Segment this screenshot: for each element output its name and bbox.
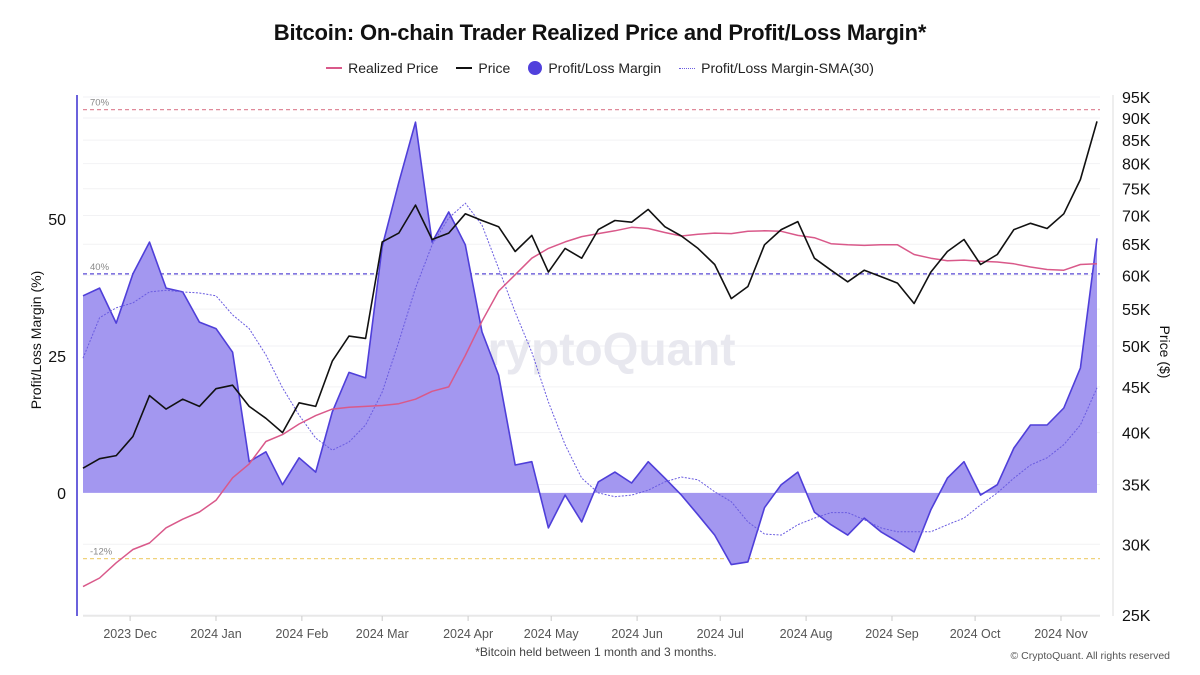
x-tick-label: 2024 Feb <box>275 627 328 641</box>
x-tick-label: 2024 Sep <box>865 627 919 641</box>
legend-label: Profit/Loss Margin-SMA(30) <box>701 60 874 76</box>
x-tick-label: 2024 Oct <box>950 627 1001 641</box>
right-tick-label: 45K <box>1122 380 1151 397</box>
right-tick-label: 55K <box>1122 302 1151 319</box>
price-line <box>82 121 1098 469</box>
x-tick-label: 2023 Dec <box>103 627 157 641</box>
right-tick-label: 40K <box>1122 426 1151 443</box>
right-tick-label: 50K <box>1122 339 1151 356</box>
right-tick-label: 80K <box>1122 157 1151 174</box>
legend-label: Profit/Loss Margin <box>548 60 662 76</box>
left-tick-label: 50 <box>48 212 66 229</box>
legend-item-profit-loss-margin[interactable]: Profit/Loss Margin <box>528 60 661 76</box>
x-tick-label: 2024 May <box>524 627 580 641</box>
right-tick-label: 60K <box>1122 268 1151 285</box>
legend-item-realized-price[interactable]: Realized Price <box>326 60 438 76</box>
x-tick-label: 2024 Jun <box>611 627 662 641</box>
right-tick-label: 65K <box>1122 237 1151 254</box>
realized-price-line <box>82 226 1098 588</box>
right-tick-label: 75K <box>1122 182 1151 199</box>
legend-item-margin-sma[interactable]: Profit/Loss Margin-SMA(30) <box>679 60 874 76</box>
legend: Realized Price Price Profit/Loss Margin … <box>0 60 1200 76</box>
legend-item-price[interactable]: Price <box>456 60 510 76</box>
right-tick-label: 95K <box>1122 90 1151 107</box>
x-tick-label: 2024 Nov <box>1034 627 1088 641</box>
right-tick-label: 30K <box>1122 537 1151 554</box>
x-tick-label: 2024 Aug <box>780 627 833 641</box>
watermark: CryptoQuant <box>454 323 735 375</box>
reference-line-label: 40% <box>90 262 110 273</box>
right-tick-label: 90K <box>1122 111 1151 128</box>
chart-title: Bitcoin: On-chain Trader Realized Price … <box>273 20 927 45</box>
right-axis-label: Price ($) <box>1157 326 1173 379</box>
right-tick-label: 25K <box>1122 608 1151 625</box>
reference-line-label: 70% <box>90 98 110 109</box>
left-tick-label: 0 <box>57 486 66 503</box>
reference-line-label: -12% <box>90 547 113 558</box>
right-tick-label: 70K <box>1122 208 1151 225</box>
sma-swatch-icon <box>679 67 696 69</box>
right-tick-label: 35K <box>1122 477 1151 494</box>
x-tick-label: 2024 Jul <box>697 627 744 641</box>
left-axis-label: Profit/Loss Margin (%) <box>28 271 44 409</box>
left-tick-label: 25 <box>48 349 66 366</box>
margin-area <box>83 122 1097 565</box>
legend-label: Price <box>478 60 511 76</box>
price-swatch-icon <box>456 67 473 69</box>
legend-label: Realized Price <box>348 60 439 76</box>
margin-swatch-icon <box>528 61 543 75</box>
realized-price-swatch-icon <box>326 67 343 69</box>
right-tick-label: 85K <box>1122 133 1151 150</box>
x-tick-label: 2024 Mar <box>356 627 409 641</box>
x-tick-label: 2024 Jan <box>190 627 241 641</box>
x-tick-label: 2024 Apr <box>443 627 493 641</box>
footnote: *Bitcoin held between 1 month and 3 mont… <box>475 645 717 659</box>
copyright: © CryptoQuant. All rights reserved <box>1011 650 1171 662</box>
